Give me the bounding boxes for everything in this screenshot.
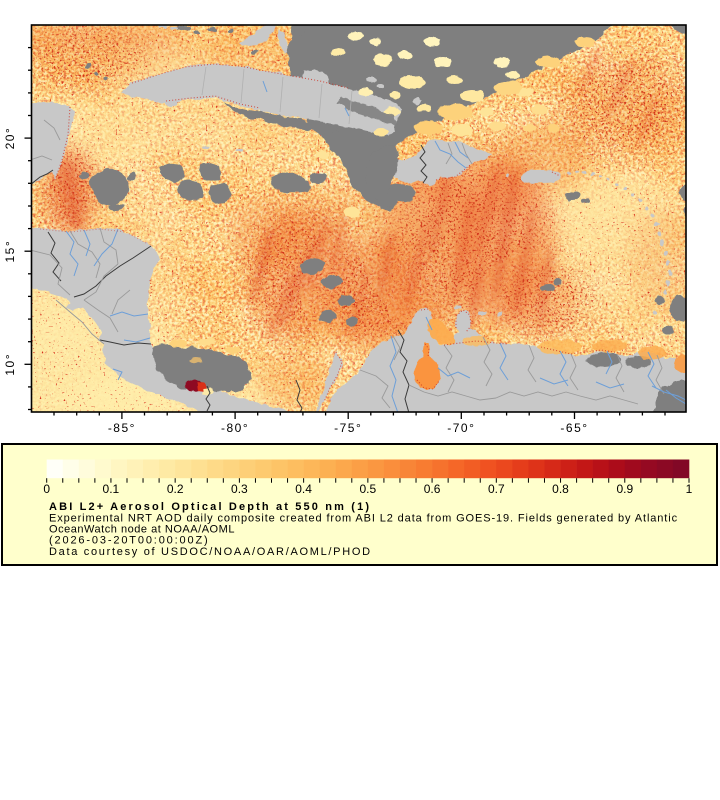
svg-text:0.4: 0.4 (295, 482, 312, 496)
svg-text:OceanWatch node at NOAA/AOML: OceanWatch node at NOAA/AOML (49, 524, 235, 536)
svg-text:-85°: -85° (108, 421, 136, 435)
svg-text:0.8: 0.8 (552, 482, 569, 496)
svg-text:-75°: -75° (334, 421, 362, 435)
svg-text:-80°: -80° (221, 421, 249, 435)
svg-text:10°: 10° (3, 353, 17, 376)
svg-text:0.5: 0.5 (359, 482, 376, 496)
svg-text:Data courtesy of USDOC/NOAA/OA: Data courtesy of USDOC/NOAA/OAR/AOML/PHO… (49, 546, 372, 558)
svg-text:15°: 15° (3, 240, 17, 263)
svg-text:0.3: 0.3 (231, 482, 248, 496)
svg-text:20°: 20° (3, 127, 17, 150)
svg-text:-65°: -65° (560, 421, 588, 435)
svg-text:0.6: 0.6 (424, 482, 441, 496)
svg-text:0: 0 (43, 482, 50, 496)
svg-text:-70°: -70° (447, 421, 475, 435)
svg-text:Experimental NRT AOD daily com: Experimental NRT AOD daily composite cre… (49, 513, 678, 525)
svg-text:ABI L2+ Aerosol Optical Depth: ABI L2+ Aerosol Optical Depth at 550 nm … (49, 501, 371, 513)
svg-text:0.1: 0.1 (103, 482, 120, 496)
svg-text:0.9: 0.9 (616, 482, 633, 496)
svg-text:0.7: 0.7 (488, 482, 505, 496)
svg-text:(2026-03-20T00:00:00Z): (2026-03-20T00:00:00Z) (49, 535, 210, 547)
svg-text:0.2: 0.2 (167, 482, 184, 496)
svg-text:1: 1 (686, 482, 693, 496)
